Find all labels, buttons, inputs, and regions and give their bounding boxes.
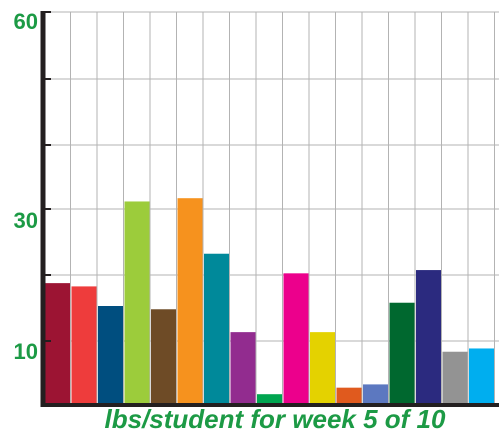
- bar: [283, 273, 309, 404]
- y-tick-label: 30: [14, 208, 38, 233]
- chart-caption: lbs/student for week 5 of 10: [105, 404, 447, 434]
- bar: [442, 351, 468, 404]
- bar: [124, 201, 150, 404]
- bar: [204, 253, 229, 404]
- y-tick-label: 10: [14, 339, 38, 364]
- y-tick-labels: 10 30 60: [14, 9, 38, 364]
- bar: [310, 332, 335, 404]
- bar: [230, 332, 256, 404]
- y-tick-label: 60: [14, 9, 38, 34]
- bar: [151, 309, 176, 404]
- bar: [45, 283, 70, 404]
- bar: [257, 394, 282, 404]
- bar: [469, 348, 494, 404]
- bar: [416, 270, 441, 404]
- bar: [363, 384, 388, 404]
- bar: [336, 387, 362, 404]
- axes: [40, 11, 499, 407]
- bar: [71, 286, 97, 404]
- bar: [177, 198, 203, 404]
- bar: [389, 302, 415, 404]
- bar: [98, 306, 123, 404]
- bars: [45, 198, 494, 404]
